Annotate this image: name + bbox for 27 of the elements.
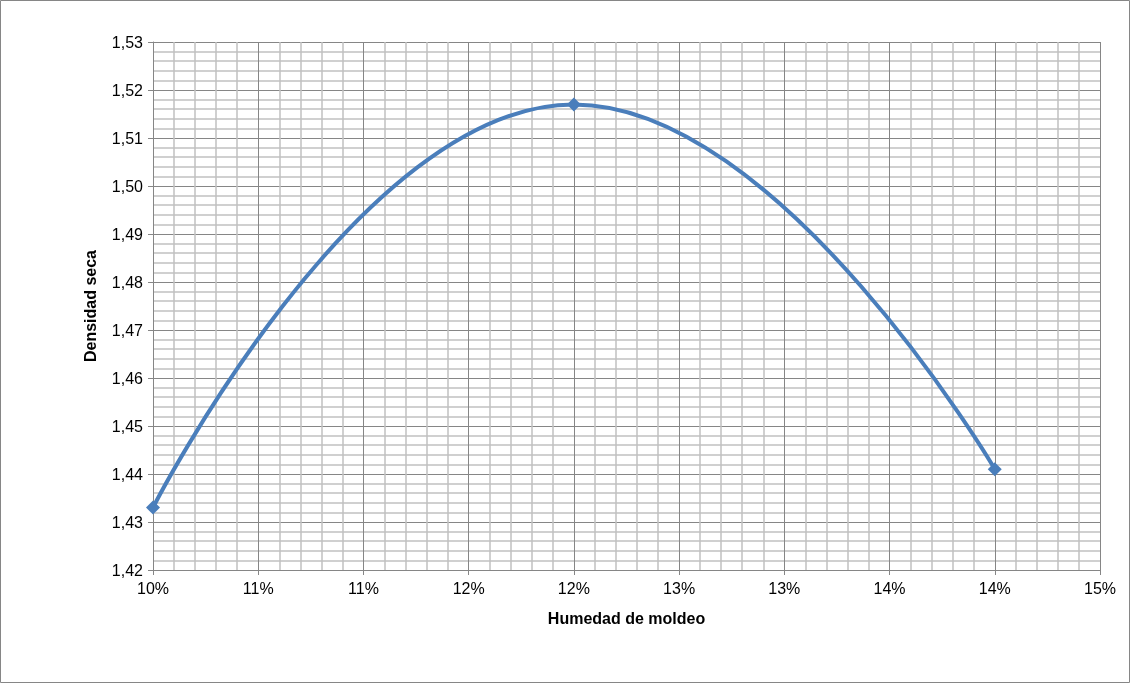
y-tick-label: 1,48 — [111, 273, 144, 291]
x-tick-label: 14% — [978, 579, 1011, 597]
point — [566, 97, 581, 112]
y-tick-label: 1,45 — [111, 417, 144, 435]
x-tick-label: 11% — [242, 579, 274, 597]
y-tick-label: 1,49 — [111, 225, 144, 243]
y-tick-label: 1,46 — [111, 369, 144, 387]
x-axis-title: Humedad de moldeo — [547, 609, 706, 627]
y-axis-title: Densidad seca — [81, 249, 99, 363]
point — [146, 500, 160, 515]
y-tick-label: 1,42 — [111, 561, 144, 579]
point — [987, 462, 1002, 477]
x-tick-label: 10% — [136, 579, 170, 597]
y-tick-label: 1,47 — [111, 321, 144, 339]
x-tick-label: 13% — [663, 579, 696, 597]
y-tick-label: 1,44 — [111, 465, 144, 483]
y-tick-label: 1,50 — [111, 177, 144, 195]
x-tick-label: 11% — [348, 579, 379, 597]
x-tick-label: 13% — [768, 579, 801, 597]
x-tick-label: 15% — [1083, 579, 1117, 597]
y-tick-label: 1,53 — [111, 33, 144, 51]
x-tick-label: 12% — [557, 579, 590, 597]
y-tick-label: 1,43 — [111, 513, 144, 531]
x-tick-label: 12% — [452, 579, 485, 597]
y-tick-label: 1,51 — [111, 129, 144, 147]
y-tick-label: 1,52 — [111, 81, 144, 99]
x-tick-label: 14% — [873, 579, 906, 597]
